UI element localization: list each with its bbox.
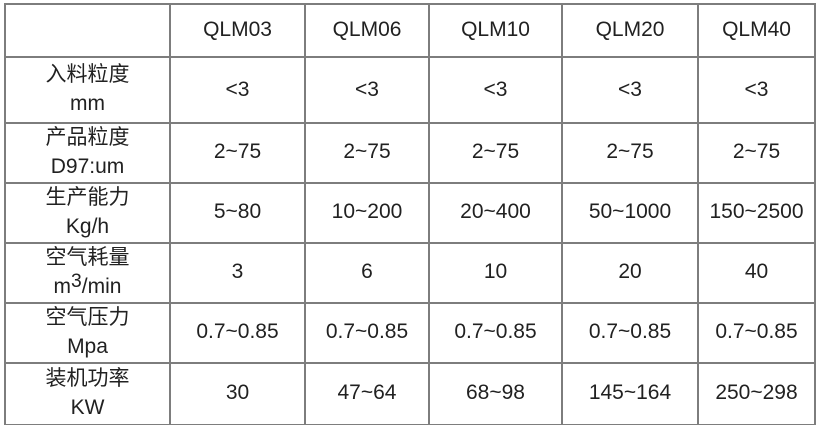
- cell-feed-size-qlm06: <3: [304, 56, 430, 124]
- table-row-air-pressure: 空气压力 Mpa 0.7~0.85 0.7~0.85 0.7~0.85 0.7~…: [4, 301, 816, 364]
- cell-air-pressure-qlm10: 0.7~0.85: [428, 301, 563, 364]
- row-label-name: 装机功率: [45, 366, 130, 390]
- row-label-unit: Mpa: [6, 333, 169, 362]
- table-row-feed-size: 入料粒度 mm <3 <3 <3 <3 <3: [4, 56, 816, 124]
- row-label-name: 空气压力: [45, 305, 130, 329]
- unit-pre: m: [53, 274, 72, 298]
- cell-air-pressure-qlm40: 0.7~0.85: [697, 301, 816, 364]
- cell-installed-power-qlm03: 30: [169, 361, 306, 425]
- cell-installed-power-qlm10: 68~98: [428, 361, 563, 425]
- row-label-capacity: 生产能力 Kg/h: [4, 181, 171, 244]
- cell-capacity-qlm20: 50~1000: [561, 181, 699, 244]
- cell-air-pressure-qlm20: 0.7~0.85: [561, 301, 699, 364]
- unit-pre: Mpa: [67, 334, 108, 358]
- table-row-installed-power: 装机功率 KW 30 47~64 68~98 145~164 250~298: [4, 361, 816, 425]
- row-label-name: 空气耗量: [45, 245, 130, 269]
- cell-capacity-qlm10: 20~400: [428, 181, 563, 244]
- unit-sup: 3: [71, 271, 82, 293]
- row-label-name: 生产能力: [45, 185, 130, 209]
- column-header-qlm03: QLM03: [169, 3, 306, 58]
- row-label-unit: mm: [6, 90, 169, 119]
- cell-installed-power-qlm20: 145~164: [561, 361, 699, 425]
- row-label-air-consumption: 空气耗量 m3/min: [4, 241, 171, 304]
- product-spec-table: QLM03 QLM06 QLM10 QLM20 QLM40 入料粒度 mm <3…: [4, 3, 816, 425]
- cell-air-pressure-qlm03: 0.7~0.85: [169, 301, 306, 364]
- unit-pre: Kg/h: [65, 214, 110, 238]
- cell-product-size-qlm20: 2~75: [561, 122, 699, 184]
- cell-air-consumption-qlm06: 6: [304, 241, 430, 304]
- column-header-qlm40: QLM40: [697, 3, 816, 58]
- cell-product-size-qlm40: 2~75: [697, 122, 816, 184]
- row-label-product-size: 产品粒度 D97:um: [4, 122, 171, 184]
- cell-installed-power-qlm40: 250~298: [697, 361, 816, 425]
- unit-post: /min: [81, 274, 122, 298]
- row-label-name: 入料粒度: [45, 63, 130, 87]
- row-label-feed-size: 入料粒度 mm: [4, 56, 171, 124]
- cell-installed-power-qlm06: 47~64: [304, 361, 430, 425]
- cell-feed-size-qlm10: <3: [428, 56, 563, 124]
- table-row-capacity: 生产能力 Kg/h 5~80 10~200 20~400 50~1000 150…: [4, 181, 816, 244]
- cell-product-size-qlm06: 2~75: [304, 122, 430, 184]
- row-label-installed-power: 装机功率 KW: [4, 361, 171, 425]
- row-label-unit: Kg/h: [6, 213, 169, 242]
- cell-air-consumption-qlm40: 40: [697, 241, 816, 304]
- cell-capacity-qlm06: 10~200: [304, 181, 430, 244]
- cell-air-pressure-qlm06: 0.7~0.85: [304, 301, 430, 364]
- column-header-qlm10: QLM10: [428, 3, 563, 58]
- table-row-product-size: 产品粒度 D97:um 2~75 2~75 2~75 2~75 2~75: [4, 122, 816, 184]
- row-label-unit: D97:um: [6, 153, 169, 182]
- cell-product-size-qlm10: 2~75: [428, 122, 563, 184]
- cell-capacity-qlm03: 5~80: [169, 181, 306, 244]
- cell-air-consumption-qlm10: 10: [428, 241, 563, 304]
- column-header-qlm20: QLM20: [561, 3, 699, 58]
- cell-air-consumption-qlm20: 20: [561, 241, 699, 304]
- corner-cell: [4, 3, 171, 58]
- column-header-qlm06: QLM06: [304, 3, 430, 58]
- unit-pre: D97:um: [50, 154, 125, 178]
- cell-feed-size-qlm03: <3: [169, 56, 306, 124]
- cell-product-size-qlm03: 2~75: [169, 122, 306, 184]
- table-row-air-consumption: 空气耗量 m3/min 3 6 10 20 40: [4, 241, 816, 304]
- cell-feed-size-qlm40: <3: [697, 56, 816, 124]
- row-label-air-pressure: 空气压力 Mpa: [4, 301, 171, 364]
- cell-feed-size-qlm20: <3: [561, 56, 699, 124]
- cell-capacity-qlm40: 150~2500: [697, 181, 816, 244]
- row-label-unit: m3/min: [6, 271, 169, 302]
- header-row: QLM03 QLM06 QLM10 QLM20 QLM40: [4, 3, 816, 58]
- row-label-name: 产品粒度: [45, 126, 130, 149]
- unit-pre: mm: [70, 92, 105, 115]
- unit-pre: KW: [70, 395, 105, 419]
- row-label-unit: KW: [6, 394, 169, 423]
- cell-air-consumption-qlm03: 3: [169, 241, 306, 304]
